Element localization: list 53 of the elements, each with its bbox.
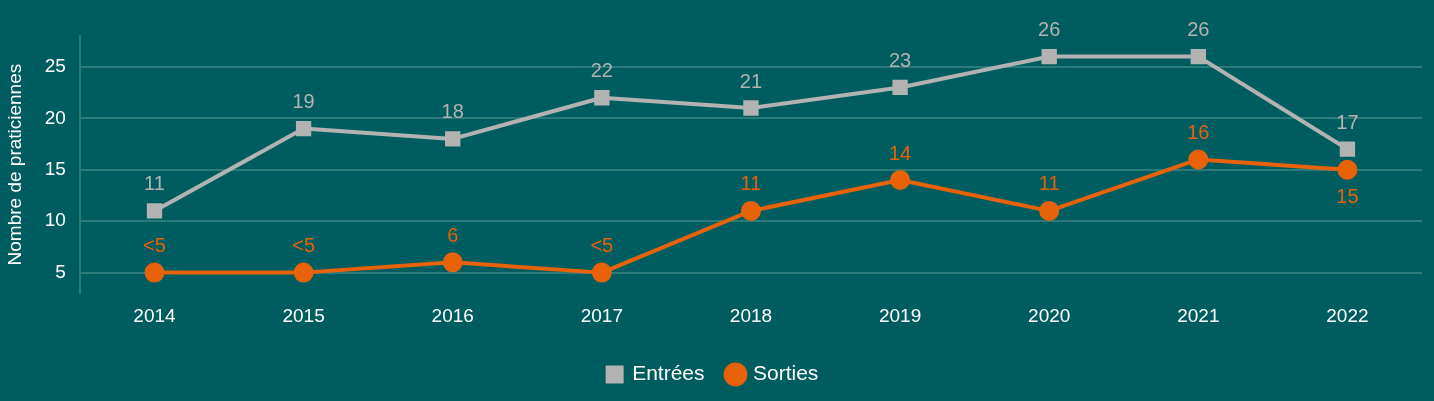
point [594,90,610,106]
point [144,262,165,283]
point [442,252,463,273]
point [1188,149,1209,170]
data-label: 11 [740,172,762,195]
y-axis-title: Nombre de praticiennes [3,63,25,266]
point [591,262,612,283]
data-label: <5 [590,234,614,257]
point [1039,200,1060,221]
point [740,200,761,221]
x-tick-label: 2022 [1326,304,1369,326]
x-tick-label: 2019 [878,304,922,326]
data-label: 23 [888,48,912,71]
data-label: 18 [441,100,464,123]
x-tick-label: 2014 [133,304,177,326]
y-tick-label: 20 [44,106,66,128]
point [1339,141,1356,157]
y-tick-label: 10 [44,209,66,231]
data-label: <5 [143,234,166,257]
data-label: 11 [144,172,165,195]
x-tick-label: 2016 [431,304,474,326]
data-label: 22 [590,59,613,82]
data-label: 15 [1336,185,1359,208]
point [1337,159,1358,180]
y-tick-label: 15 [44,157,66,179]
legend-label: Entrées [632,361,705,385]
x-tick-label: 2020 [1028,304,1071,326]
point [146,203,163,219]
x-tick-label: 2017 [580,304,623,326]
x-tick-label: 2021 [1177,304,1220,326]
point [743,100,759,116]
x-tick-label: 2018 [729,304,773,326]
point [1041,48,1057,65]
point [890,170,911,191]
point [1190,48,1206,65]
data-label: 11 [1038,172,1060,195]
data-label: 17 [1336,110,1359,133]
data-label: 19 [292,90,315,113]
point [293,262,314,283]
point [295,120,312,137]
data-label: 21 [739,69,763,92]
data-label: 14 [888,141,912,164]
y-tick-label: 25 [44,55,66,77]
point [892,79,908,96]
data-label: 26 [1038,18,1061,41]
data-label: 6 [447,223,459,246]
data-label: 16 [1187,120,1210,143]
y-tick-label: 5 [55,260,66,282]
data-label: <5 [292,234,316,257]
legend-label: Sorties [753,361,819,385]
data-label: 26 [1187,18,1210,41]
point [445,131,461,147]
x-tick-label: 2015 [282,304,325,326]
